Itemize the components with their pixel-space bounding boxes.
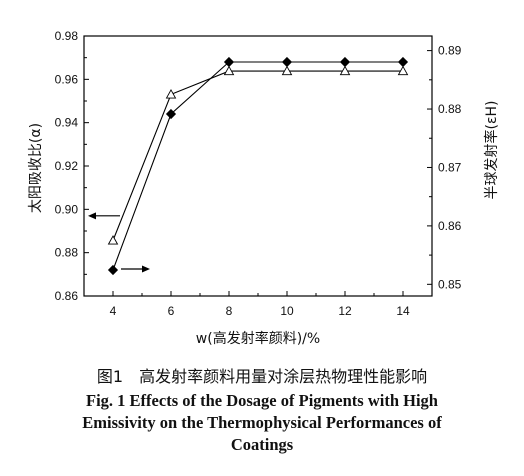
plot-frame (83, 35, 433, 297)
x-tick-label: 10 (280, 304, 294, 318)
annotation-arrows (88, 212, 150, 273)
x-tick-label: 8 (226, 304, 233, 318)
caption-line: Coatings (230, 435, 294, 454)
x-axis-label: w(高发射率颜料)/% (196, 330, 320, 347)
left-axis-ticks: 0.86 0.88 0.90 0.92 0.94 0.96 0.98 (55, 29, 89, 303)
triangle-marker (281, 65, 293, 76)
arrow-to-right-axis-head (142, 265, 150, 273)
triangle-marker (397, 65, 409, 76)
left-tick-label: 0.98 (55, 29, 79, 43)
arrow-to-left-axis-head (88, 212, 96, 220)
left-tick-label: 0.90 (55, 202, 79, 216)
triangle-marker (107, 235, 119, 245)
left-axis-label: 太阳吸收比(α) (28, 123, 44, 213)
right-axis-ticks: 0.85 0.86 0.87 0.88 0.89 (427, 44, 462, 291)
triangle-marker (339, 65, 351, 76)
diamond-marker (165, 108, 177, 120)
triangle-marker (165, 89, 177, 99)
diamond-marker (107, 264, 119, 276)
left-tick-label: 0.92 (55, 159, 79, 173)
x-tick-label: 4 (110, 304, 117, 318)
caption-line: Emissivity on the Thermophysical Perform… (82, 413, 442, 432)
right-tick-label: 0.86 (438, 219, 462, 233)
figure-caption-english: Fig. 1 Effects of the Dosage of Pigments… (0, 390, 524, 456)
right-tick-label: 0.85 (438, 277, 462, 291)
series-line-left (112, 61, 403, 271)
series-line-right (112, 70, 403, 241)
left-tick-label: 0.86 (55, 289, 79, 303)
right-tick-label: 0.89 (438, 44, 462, 58)
figure-caption-chinese: 图1 高发射率颜料用量对涂层热物理性能影响 (96, 367, 428, 386)
series-layer (107, 56, 409, 276)
left-tick-label: 0.88 (55, 246, 79, 260)
right-axis-label: 半球发射率(εH) (483, 100, 500, 199)
x-axis-ticks: 4 6 8 10 12 14 (110, 291, 410, 318)
triangle-marker (223, 65, 235, 76)
x-tick-label: 14 (396, 304, 410, 318)
x-tick-label: 6 (168, 304, 175, 318)
diamond-marker (397, 56, 409, 68)
caption-line: Fig. 1 Effects of the Dosage of Pigments… (86, 391, 438, 410)
right-tick-label: 0.88 (438, 102, 462, 116)
left-tick-label: 0.96 (55, 72, 79, 86)
left-tick-label: 0.94 (55, 116, 79, 130)
right-tick-label: 0.87 (438, 160, 462, 174)
chart: 4 6 8 10 12 14 0.86 0.88 0.90 0.92 0.94 0.96 0.98 0… (28, 29, 500, 347)
diamond-marker (339, 56, 351, 68)
x-tick-label: 12 (338, 304, 352, 318)
diamond-marker (281, 56, 293, 68)
plot-border (83, 35, 433, 297)
